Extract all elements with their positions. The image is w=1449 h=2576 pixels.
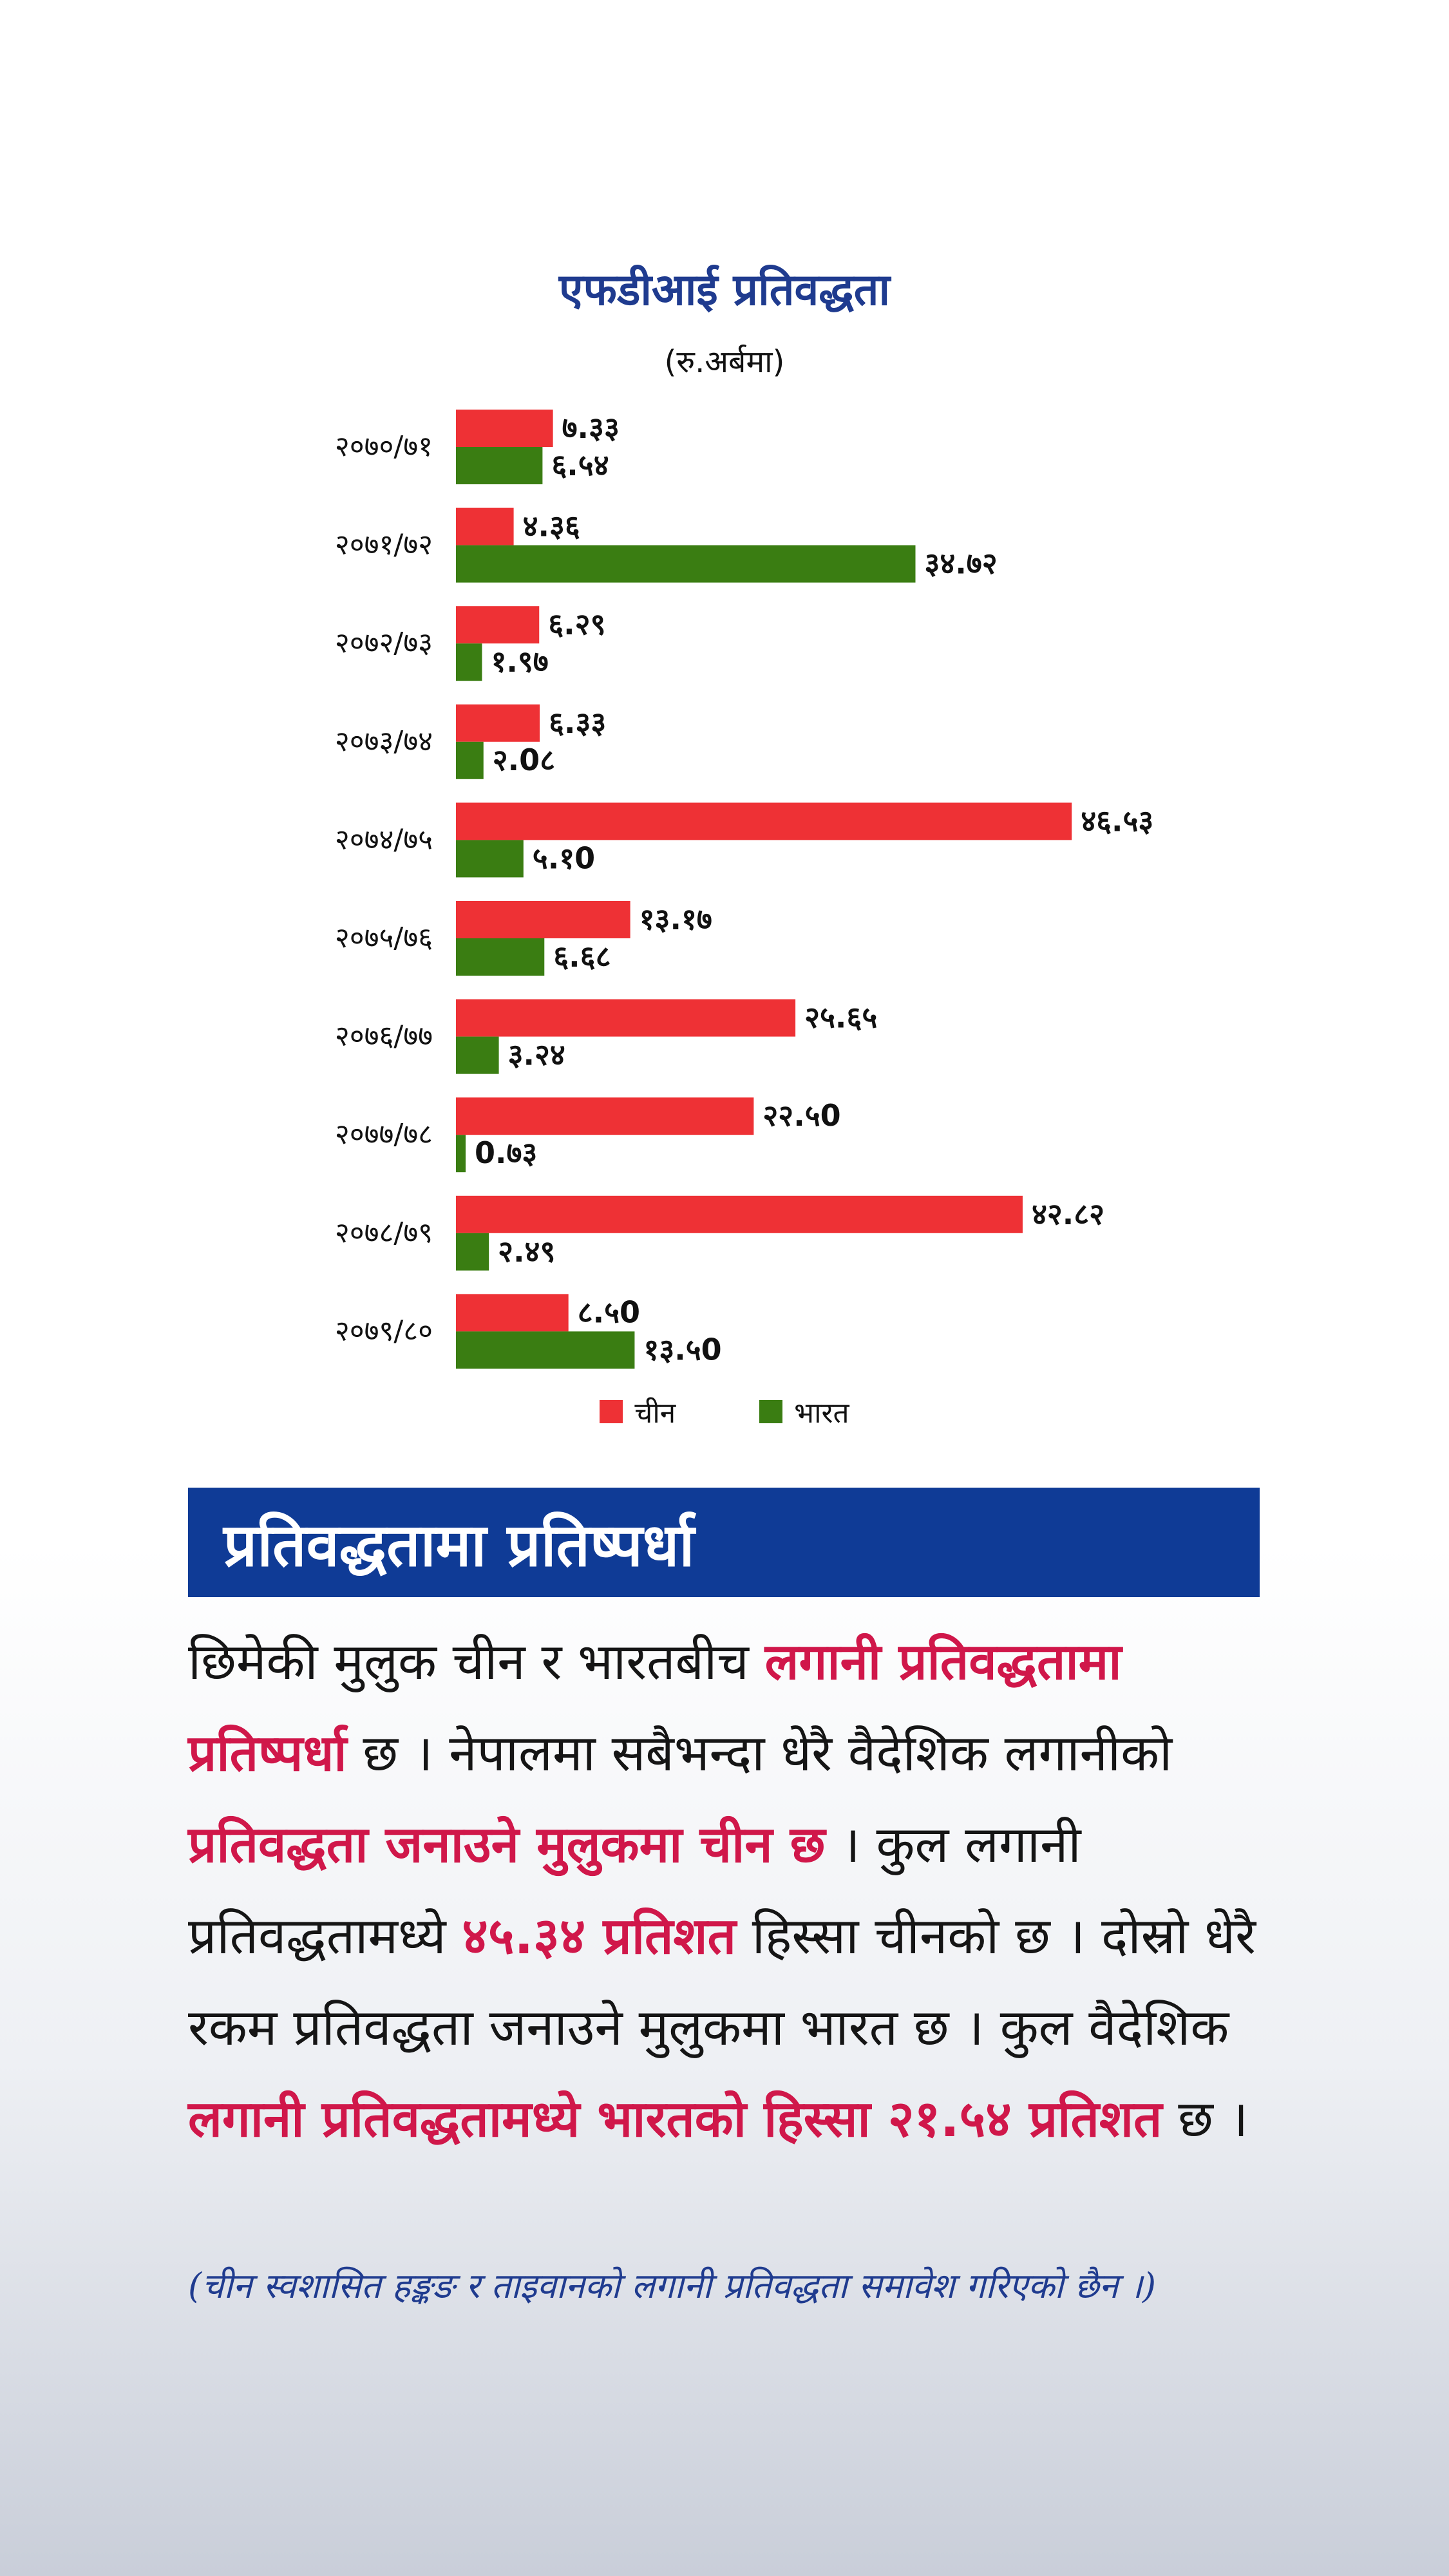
bar-india [456,741,484,779]
bar-india [456,643,482,681]
data-label: ३४.७२ [924,546,997,581]
category-label: २०७५/७६ [335,922,433,954]
bar-china [456,1195,1023,1233]
category-label: २०७७/७८ [335,1118,433,1151]
category-label: २०७९/८० [335,1314,433,1347]
data-label: ६.६८ [553,939,611,974]
chart-title: एफडीआई प्रतिवद्धता [558,265,891,316]
data-label: २५.६५ [804,1000,877,1035]
footnote: (चीन स्वशासित हङ्कङ र ताइवानको लगानी प्र… [188,2266,1157,2306]
category-label: २०७८/७९ [335,1217,433,1249]
data-label: 0.७३ [475,1135,537,1170]
bar-china [456,704,540,742]
data-label: ६.५४ [551,448,609,482]
body-paragraph: छिमेकी मुलुक चीन र भारतबीच लगानी प्रतिवद… [188,1616,1270,2165]
data-label: ५.१0 [533,840,595,875]
category-label: २०७६/७७ [335,1020,433,1053]
data-label: ४२.८२ [1032,1197,1104,1231]
data-label: ७.३३ [562,410,620,445]
category-label: २०७२/७३ [335,627,433,659]
legend-item-china: चीन [600,1392,676,1431]
category-label: २०७०/७१ [335,430,433,463]
highlight-text: लगानी प्रतिवद्धतामा प्रतिष्पर्धा [188,1633,1122,1783]
bar-china [456,1097,754,1135]
section-heading: प्रतिवद्धतामा प्रतिष्पर्धा [223,1510,695,1580]
data-label: ४.३६ [523,509,580,544]
data-label: २२.५0 [762,1098,840,1133]
highlight-text: लगानी प्रतिवद्धतामध्ये भारतको हिस्सा २१.… [188,2090,1162,2148]
bar-india [456,938,545,976]
data-label: १३.५0 [643,1332,721,1367]
category-label: २०७४/७५ [335,823,433,856]
data-label: ८.५0 [578,1294,640,1329]
legend-label-china: चीन [634,1397,676,1430]
legend-item-india: भारत [759,1392,849,1431]
data-label: ३.२४ [508,1037,565,1072]
bar-china [456,410,553,447]
bar-india [456,1331,635,1369]
bar-india [456,1135,466,1173]
data-label: ४६.५३ [1081,803,1153,838]
body-text: हिस्सा चीनको छ । दोस्रो धेरै रकम प्रतिवद… [188,1908,1256,2057]
data-label: १३.१७ [639,902,712,936]
bar-india [456,1036,499,1074]
section-heading-bar: प्रतिवद्धतामा प्रतिष्पर्धा [188,1488,1260,1597]
highlight-text: ४५.३४ प्रतिशत [462,1908,736,1965]
bar-india [456,840,524,878]
legend-swatch-china [600,1400,623,1423]
bar-china [456,507,514,545]
chart-legend: चीन भारत [0,1392,1449,1431]
bar-india [456,1233,489,1271]
data-label: १.९७ [491,644,548,679]
category-label: २०७३/७४ [335,725,433,758]
legend-label-india: भारत [794,1397,849,1430]
highlight-text: प्रतिवद्धता जनाउने मुलुकमा चीन छ [188,1816,826,1874]
body-text: छ । [1162,2090,1249,2148]
bar-china [456,802,1072,840]
data-label: २.४९ [498,1234,555,1269]
bar-chart: २०७०/७१ ७.३३६.५४ २०७१/७२ ४.३६ ३४.७२ २०७२/७३ ६.… [335,410,1153,1369]
bar-india [456,545,916,583]
body-text: छ । नेपालमा सबैभन्दा धेरै वैदेशिक लगानीक… [346,1725,1173,1783]
chart-subtitle: (रु.अर्बमा) [664,344,785,380]
bar-china [456,606,540,644]
bar-india [456,447,543,484]
body-text: । कुल लगानी प्रतिवद्धतामध्ये [188,1816,1081,1965]
bar-china [456,901,630,938]
category-label: २०७१/७२ [335,529,433,562]
data-label: ६.२९ [548,607,605,641]
data-label: २.0८ [493,743,555,777]
bar-china [456,1294,569,1332]
bar-china [456,999,796,1037]
data-label: ६.३३ [549,705,606,740]
legend-swatch-india [759,1400,783,1423]
body-text: छिमेकी मुलुक चीन र भारतबीच [188,1633,765,1691]
